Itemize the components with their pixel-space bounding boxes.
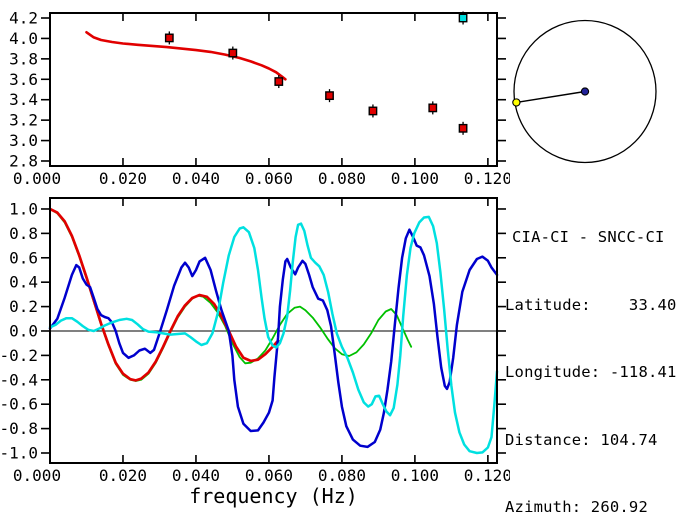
- info-line-longitude: Longitude: -118.41: [505, 363, 677, 381]
- bessel-fit-green: [49, 208, 413, 382]
- y-tick-label: 0.6: [9, 248, 38, 267]
- station-pair-title: CIA-CI - SNCC-CI: [512, 228, 665, 246]
- x-tick-label: 0.100: [391, 466, 439, 485]
- y-tick-label: -0.4: [0, 370, 38, 389]
- info-line-distance: Distance: 104.74: [505, 430, 658, 449]
- x-tick-label: 0.080: [318, 169, 366, 188]
- azimuth-line: [516, 90, 586, 104]
- y-tick-label: 4.0: [9, 29, 38, 48]
- reference-station-dot: [580, 87, 590, 96]
- observed-correlation-cyan: [48, 215, 499, 455]
- y-tick-label: 0.8: [9, 224, 38, 243]
- compass-ring: [513, 19, 657, 164]
- phase-velocity-picks[interactable]: [458, 123, 468, 133]
- y-tick-label: 4.2: [9, 9, 38, 28]
- x-tick-label: 0.020: [99, 169, 147, 188]
- phase-velocity-picks[interactable]: [428, 103, 438, 113]
- x-tick-label: 0.080: [318, 466, 366, 485]
- y-tick-label: 3.4: [9, 90, 38, 109]
- x-tick-label: 0.020: [99, 466, 147, 485]
- station-info-panel: CIA-CI - SNCC-CI Latitude: 33.40 Longitu…: [505, 181, 683, 519]
- selected-frequency-marker[interactable]: [458, 13, 468, 23]
- pair-station-dot: [512, 98, 521, 107]
- y-tick-label: -0.2: [0, 346, 38, 365]
- info-line-azimuth: Azimuth: 260.92: [505, 498, 648, 516]
- x-tick-label: 0.060: [245, 169, 293, 188]
- phase-velocity-picks[interactable]: [274, 77, 284, 86]
- y-tick-label: 3.8: [9, 49, 38, 68]
- phase-velocity-picks[interactable]: [164, 33, 174, 43]
- x-tick-label: 0.040: [172, 466, 220, 485]
- y-tick-label: 1.0: [9, 199, 38, 218]
- y-tick-label: 0.4: [9, 273, 38, 292]
- x-tick-label: 0.000: [13, 169, 61, 188]
- y-tick-label: -0.8: [0, 419, 38, 438]
- info-line-latitude: Latitude: 33.40: [505, 295, 677, 314]
- phase-velocity-picks[interactable]: [368, 106, 378, 116]
- azimuth-compass: [512, 19, 657, 164]
- x-tick-label: 0.000: [13, 466, 61, 485]
- model-dispersion-curve: [85, 30, 287, 81]
- x-axis-title: frequency (Hz): [189, 484, 358, 508]
- y-tick-label: 2.8: [9, 151, 38, 170]
- observed-correlation-blue: [48, 228, 499, 449]
- plot-border: [49, 12, 498, 167]
- y-tick-label: -1.0: [0, 443, 38, 462]
- dispersion-chart[interactable]: 0.000 0.020 0.040 0.060 0.080 0.100 0.1202.83.…: [0, 0, 510, 195]
- phase-velocity-picks[interactable]: [325, 91, 334, 101]
- x-tick-label: 0.120: [464, 466, 510, 485]
- y-tick-label: -0.6: [0, 395, 38, 414]
- x-tick-label: 0.100: [391, 169, 439, 188]
- x-tick-label: 0.040: [172, 169, 220, 188]
- phase-velocity-picks[interactable]: [228, 48, 238, 58]
- y-tick-label: 0.2: [9, 297, 38, 316]
- x-tick-label: 0.060: [245, 466, 293, 485]
- correlation-chart[interactable]: 0.000 0.020 0.040 0.060 0.080 0.100 0.120 -1.0 -…: [0, 195, 510, 519]
- y-tick-label: 0.0: [9, 321, 38, 340]
- y-tick-label: 3.0: [9, 131, 38, 150]
- y-tick-label: 3.6: [9, 70, 38, 89]
- x-tick-label: 0.120: [464, 169, 510, 188]
- y-tick-label: 3.2: [9, 111, 38, 130]
- bessel-fit-red: [48, 207, 280, 382]
